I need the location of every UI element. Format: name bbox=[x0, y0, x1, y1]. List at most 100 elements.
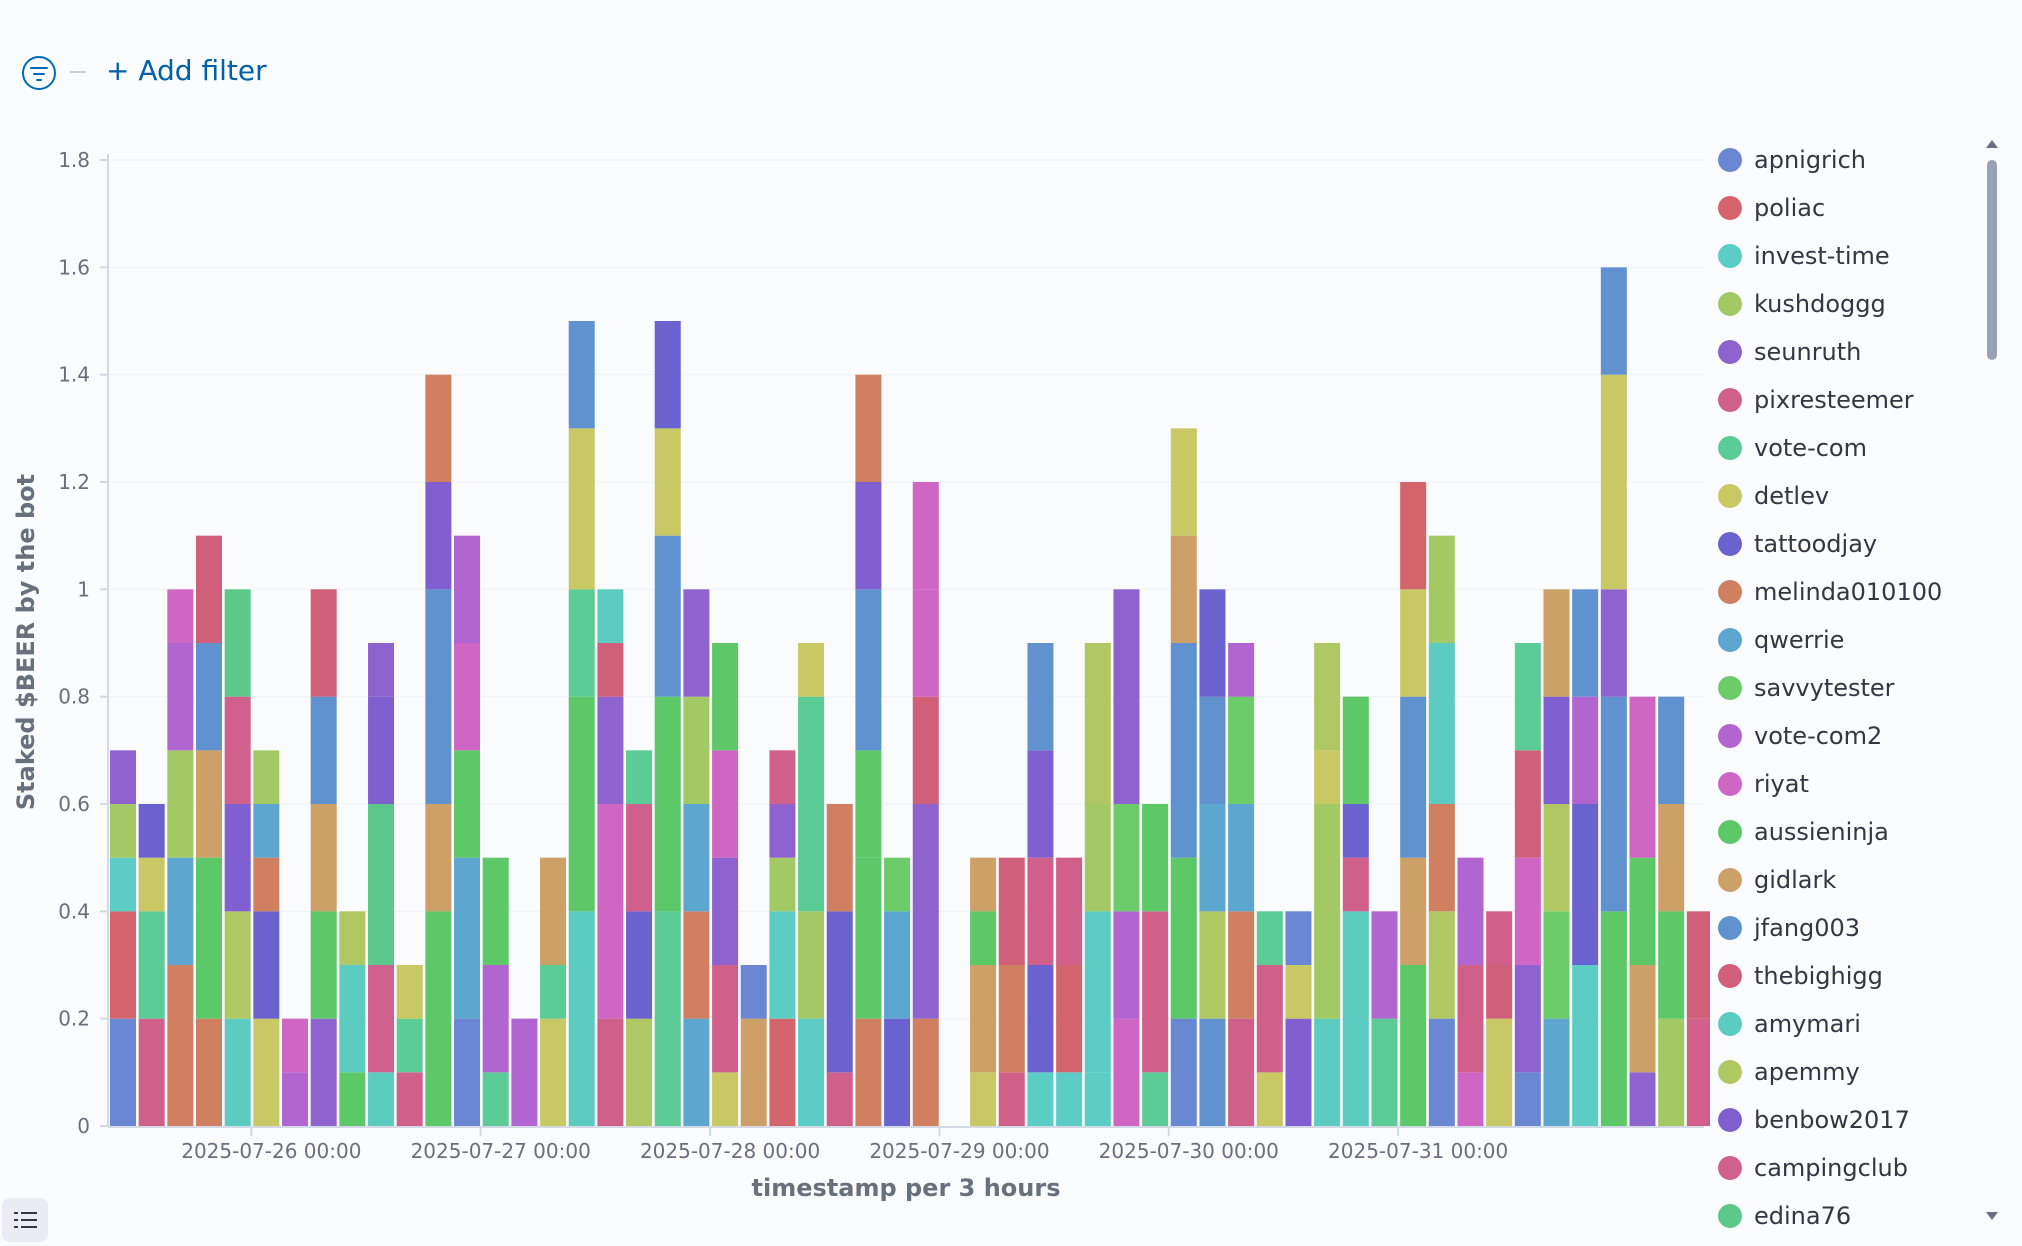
bar-segment bbox=[368, 696, 395, 804]
bar-segment bbox=[1686, 911, 1710, 1019]
bar-segment bbox=[425, 482, 452, 590]
bar-segment bbox=[1199, 804, 1226, 912]
scroll-down-icon[interactable] bbox=[1986, 1212, 1998, 1220]
chart-legend: apnigrich poliac invest-time kushdoggg seunr… bbox=[1718, 140, 1988, 1240]
filter-bar: + Add filter bbox=[0, 0, 2022, 140]
filter-icon[interactable] bbox=[22, 56, 56, 90]
legend-color-dot bbox=[1718, 1204, 1742, 1228]
bar-segment bbox=[1199, 1018, 1226, 1126]
legend-item[interactable]: campingclub bbox=[1718, 1148, 1908, 1188]
bar-segment bbox=[912, 1018, 939, 1126]
legend-color-dot bbox=[1718, 196, 1742, 220]
bar-segment bbox=[1113, 1018, 1140, 1126]
bar-segment bbox=[1314, 643, 1341, 751]
legend-item[interactable]: riyat bbox=[1718, 764, 1809, 804]
bar-segment bbox=[855, 750, 882, 858]
legend-item[interactable]: apemmy bbox=[1718, 1052, 1860, 1092]
y-tick-label: 0.6 bbox=[58, 792, 90, 816]
legend-item[interactable]: detlev bbox=[1718, 476, 1829, 516]
legend-item[interactable]: edina76 bbox=[1718, 1196, 1851, 1236]
legend-color-dot bbox=[1718, 1060, 1742, 1084]
legend-item[interactable]: vote-com2 bbox=[1718, 716, 1882, 756]
legend-item[interactable]: benbow2017 bbox=[1718, 1100, 1910, 1140]
bar-segment bbox=[167, 965, 194, 1126]
legend-item[interactable]: melinda010100 bbox=[1718, 572, 1942, 612]
bar-segment bbox=[654, 911, 681, 1126]
bar-segment bbox=[884, 911, 911, 1019]
bar-segment bbox=[224, 911, 251, 1019]
legend-item[interactable]: savvytester bbox=[1718, 668, 1895, 708]
legend-item[interactable]: vote-com bbox=[1718, 428, 1867, 468]
legend-label: apnigrich bbox=[1754, 146, 1866, 174]
legend-item[interactable]: poliac bbox=[1718, 188, 1825, 228]
legend-label: kushdoggg bbox=[1754, 290, 1886, 318]
bar-segment bbox=[1228, 804, 1255, 912]
legend-toggle-button[interactable] bbox=[2, 1198, 48, 1242]
bar-segment bbox=[482, 857, 509, 965]
bar-segment bbox=[368, 965, 395, 1073]
bar-segment bbox=[1428, 535, 1455, 643]
list-icon bbox=[14, 1212, 18, 1214]
add-filter-button[interactable]: + Add filter bbox=[106, 54, 267, 87]
bar-segment bbox=[1572, 696, 1599, 804]
bar-segment bbox=[826, 911, 853, 1073]
bar-segment bbox=[1170, 857, 1197, 1019]
legend-item[interactable]: seunruth bbox=[1718, 332, 1861, 372]
legend-label: qwerrie bbox=[1754, 626, 1845, 654]
bar-segment bbox=[1314, 1018, 1341, 1126]
legend-color-dot bbox=[1718, 340, 1742, 364]
legend-color-dot bbox=[1718, 772, 1742, 796]
bar-segment bbox=[310, 696, 337, 804]
bar-segment bbox=[224, 589, 251, 697]
bar-segment bbox=[196, 643, 223, 751]
scroll-up-icon[interactable] bbox=[1986, 140, 1998, 148]
bar-segment bbox=[654, 696, 681, 912]
x-axis-title: timestamp per 3 hours bbox=[752, 1174, 1061, 1202]
legend-item[interactable]: jfang003 bbox=[1718, 908, 1860, 948]
bar-segment bbox=[540, 965, 567, 1019]
bar-segment bbox=[1170, 428, 1197, 536]
bar-segment bbox=[970, 911, 997, 965]
legend-color-dot bbox=[1718, 1156, 1742, 1180]
scrollbar-thumb[interactable] bbox=[1987, 160, 1997, 360]
bar-segment bbox=[224, 804, 251, 912]
bar-segment bbox=[167, 857, 194, 965]
bar-segment bbox=[1228, 1018, 1255, 1126]
bar-segment bbox=[1457, 965, 1484, 1073]
x-tick-labels: 2025-07-26 00:00 2025-07-27 00:00 2025-07-… bbox=[181, 1126, 1508, 1163]
legend-item[interactable]: qwerrie bbox=[1718, 620, 1844, 660]
legend-color-dot bbox=[1718, 1012, 1742, 1036]
bars bbox=[110, 267, 1710, 1126]
legend-item[interactable]: tattoodjay bbox=[1718, 524, 1877, 564]
bar-segment bbox=[196, 857, 223, 1019]
bar-segment bbox=[1400, 857, 1427, 965]
bar-segment bbox=[196, 750, 223, 858]
bar-segment bbox=[1514, 965, 1541, 1073]
x-tick-label: 2025-07-29 00:00 bbox=[869, 1139, 1049, 1163]
bar-segment bbox=[1658, 804, 1685, 912]
legend-item[interactable]: invest-time bbox=[1718, 236, 1890, 276]
legend-item[interactable]: apnigrich bbox=[1718, 140, 1866, 180]
legend-item[interactable]: gidlark bbox=[1718, 860, 1836, 900]
legend-item[interactable]: aussieninja bbox=[1718, 812, 1889, 852]
bar-segment bbox=[970, 965, 997, 1073]
bar-segment bbox=[138, 857, 165, 912]
bar-segment bbox=[110, 750, 136, 804]
bar-segment bbox=[1113, 804, 1140, 912]
bar-segment bbox=[482, 1072, 509, 1126]
legend-item[interactable]: kushdoggg bbox=[1718, 284, 1886, 324]
legend-scrollbar[interactable] bbox=[1986, 140, 2000, 1220]
bar-segment bbox=[1629, 696, 1656, 858]
bar-segment bbox=[167, 750, 194, 858]
bar-segment bbox=[998, 1072, 1025, 1126]
bar-segment bbox=[1084, 1072, 1111, 1126]
legend-item[interactable]: amymari bbox=[1718, 1004, 1861, 1044]
bar-segment bbox=[1314, 750, 1341, 804]
bar-segment bbox=[1629, 857, 1656, 965]
bar-segment bbox=[1686, 1018, 1710, 1126]
legend-item[interactable]: pixresteemer bbox=[1718, 380, 1914, 420]
bar-segment bbox=[568, 589, 595, 697]
bar-segment bbox=[597, 804, 624, 1019]
bar-segment bbox=[1342, 696, 1369, 804]
legend-item[interactable]: thebighigg bbox=[1718, 956, 1883, 996]
